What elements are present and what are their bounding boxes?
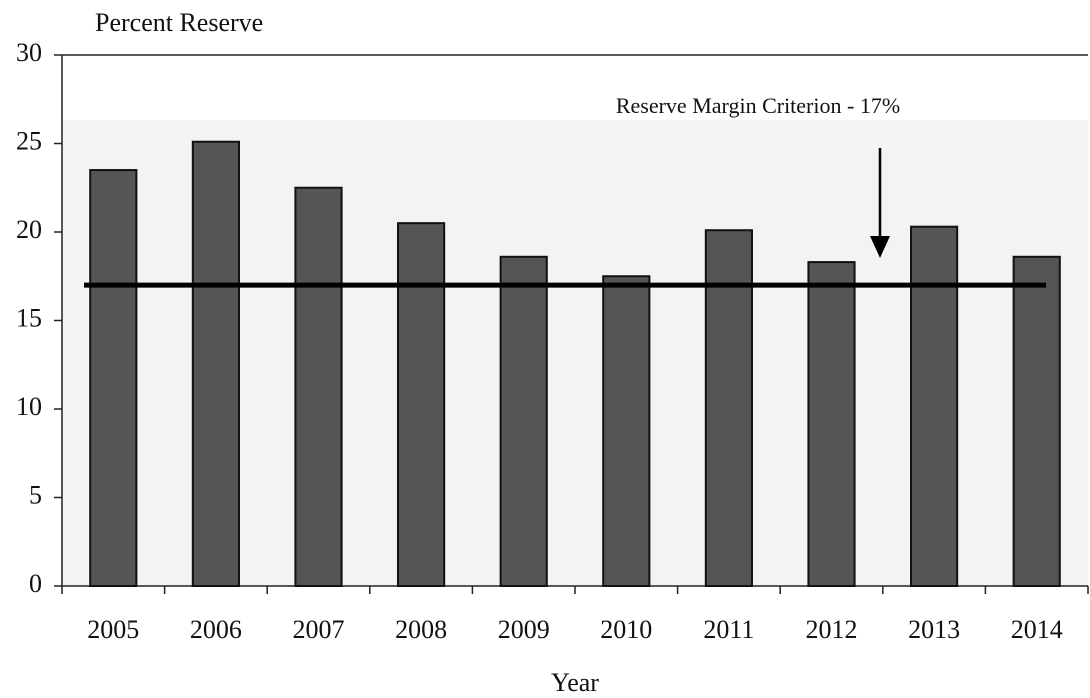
x-tick-label: 2008 xyxy=(395,615,447,644)
bar xyxy=(397,222,446,587)
x-tick-label: 2013 xyxy=(908,615,960,644)
bar xyxy=(910,225,959,587)
x-tick-label: 2010 xyxy=(600,615,652,644)
annotation: Reserve Margin Criterion - 17% xyxy=(616,93,900,118)
x-tick-label: 2011 xyxy=(703,615,754,644)
bar xyxy=(602,275,651,587)
bar xyxy=(499,255,548,587)
annotation-arrowhead xyxy=(870,236,890,258)
x-axis-label: Year xyxy=(551,668,599,697)
bar xyxy=(807,261,856,587)
y-tick-label: 0 xyxy=(29,569,42,598)
y-tick-label: 10 xyxy=(16,392,42,421)
y-tick-label: 20 xyxy=(16,215,42,244)
y-tick-label: 25 xyxy=(16,126,42,155)
x-tick-label: 2005 xyxy=(87,615,139,644)
x-tick-label: 2012 xyxy=(806,615,858,644)
bar xyxy=(704,229,753,587)
x-tick-label: 2007 xyxy=(293,615,345,644)
y-tick-label: 5 xyxy=(29,480,42,509)
bar xyxy=(89,169,138,588)
bar xyxy=(1012,255,1061,587)
x-tick-label: 2014 xyxy=(1011,615,1063,644)
bar xyxy=(191,140,240,587)
y-tick-label: 15 xyxy=(16,303,42,332)
chart-title: Percent Reserve xyxy=(95,8,263,37)
y-tick-label: 30 xyxy=(16,38,42,67)
x-tick-label: 2009 xyxy=(498,615,550,644)
x-tick-label: 2006 xyxy=(190,615,242,644)
bar xyxy=(294,186,343,587)
